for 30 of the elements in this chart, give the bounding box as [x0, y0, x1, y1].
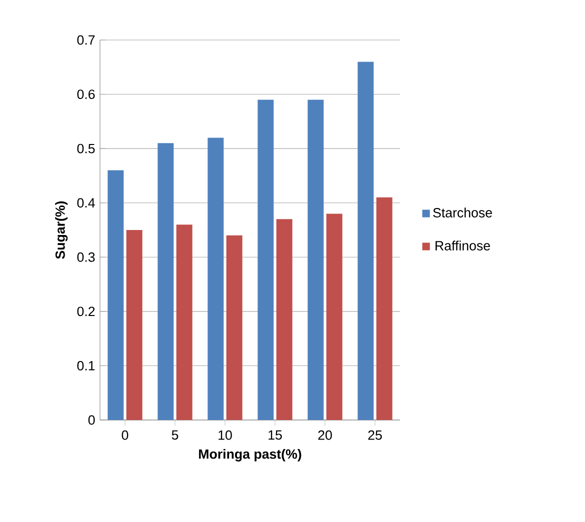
x-tick-label: 5	[172, 430, 178, 440]
x-tick-label: 25	[368, 430, 382, 440]
bar	[276, 219, 292, 420]
bar	[176, 224, 192, 420]
x-tick-label: 15	[268, 430, 282, 440]
legend-label: Starchose	[433, 208, 492, 218]
y-tick-label: 0.6	[77, 90, 95, 100]
bar	[226, 235, 242, 420]
y-tick-label: 0.5	[77, 144, 95, 154]
bar	[108, 170, 124, 420]
bar	[208, 138, 224, 420]
bar	[258, 100, 274, 420]
bar	[376, 197, 392, 420]
y-tick-label: 0.1	[77, 361, 95, 370]
y-tick-label: 0.4	[77, 198, 95, 208]
y-tick-label: 0.3	[77, 252, 95, 262]
x-tick-label: 10	[218, 430, 232, 440]
y-tick-label: 0.7	[77, 35, 95, 45]
bar	[358, 62, 374, 420]
x-axis-title: Moringa past(%)	[199, 448, 302, 462]
y-tick-label: 0	[88, 415, 95, 425]
bar	[126, 230, 142, 420]
bar	[308, 100, 324, 420]
bar	[326, 214, 342, 420]
y-tick-label: 0.2	[77, 306, 95, 316]
x-tick-label: 20	[318, 430, 332, 440]
bar	[158, 143, 174, 420]
y-axis-title: Sugar(%)	[55, 201, 68, 259]
legend-label: Raffinose	[436, 240, 490, 250]
x-tick-label: 0	[122, 430, 128, 440]
